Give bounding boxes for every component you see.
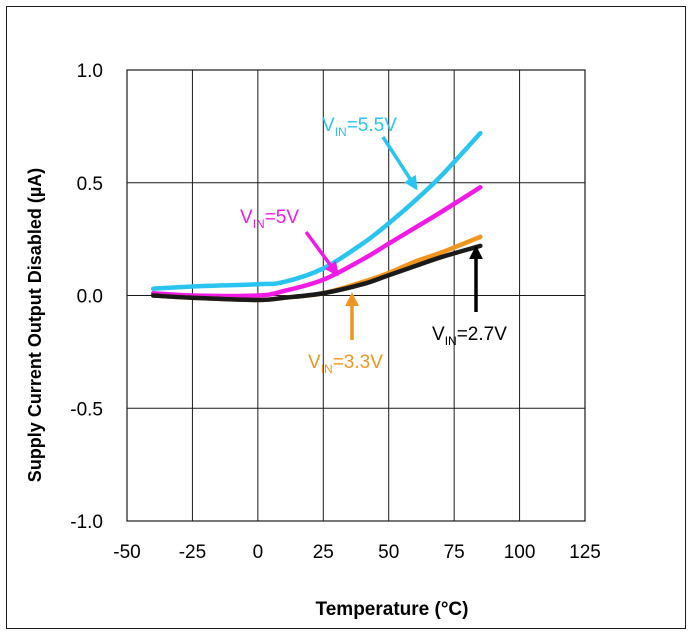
annotation-arrow [304, 230, 339, 277]
y-tick-label: -1.0 [70, 512, 103, 533]
y-tick-label: 1.0 [77, 61, 103, 82]
annotation-layer: VIN=5.5V VIN=5V VIN=3.3V VIN=2.7V [240, 115, 507, 376]
x-tick-label: 0 [253, 542, 264, 563]
x-tick-label: -50 [113, 542, 140, 563]
y-axis-label: Supply Current Output Disabled (µA) [25, 168, 45, 482]
y-tick-label: 0.5 [77, 174, 103, 195]
series-layer [150, 130, 483, 303]
y-tick-label: 0.0 [77, 287, 103, 308]
x-tick-label: 125 [569, 542, 601, 563]
annotation-label: VIN=3.3V [308, 352, 383, 376]
x-tick-label: 50 [378, 542, 399, 563]
x-tick-label: 100 [504, 542, 536, 563]
annotation-label: VIN=2.7V [432, 324, 507, 348]
series-line-vin-2-7v [150, 243, 483, 303]
x-tick-label: 75 [444, 542, 465, 563]
x-tick-label: 25 [313, 542, 334, 563]
annotation-label: VIN=5V [240, 207, 299, 231]
y-tick-label: -0.5 [70, 399, 103, 420]
annotation-label: VIN=5.5V [322, 115, 397, 139]
series-line-vin-5v [150, 185, 483, 299]
annotation-arrow [381, 136, 418, 191]
chart-frame [6, 6, 686, 629]
y-tick-labels: 1.0 0.5 0.0 -0.5 -1.0 [70, 61, 103, 533]
plot-area [126, 69, 586, 522]
x-axis-label: Temperature (°C) [316, 599, 469, 620]
x-tick-labels: -50 -25 0 25 50 75 100 125 [113, 542, 601, 563]
series-line-vin-5-5v [150, 130, 483, 291]
x-tick-label: -25 [179, 542, 206, 563]
